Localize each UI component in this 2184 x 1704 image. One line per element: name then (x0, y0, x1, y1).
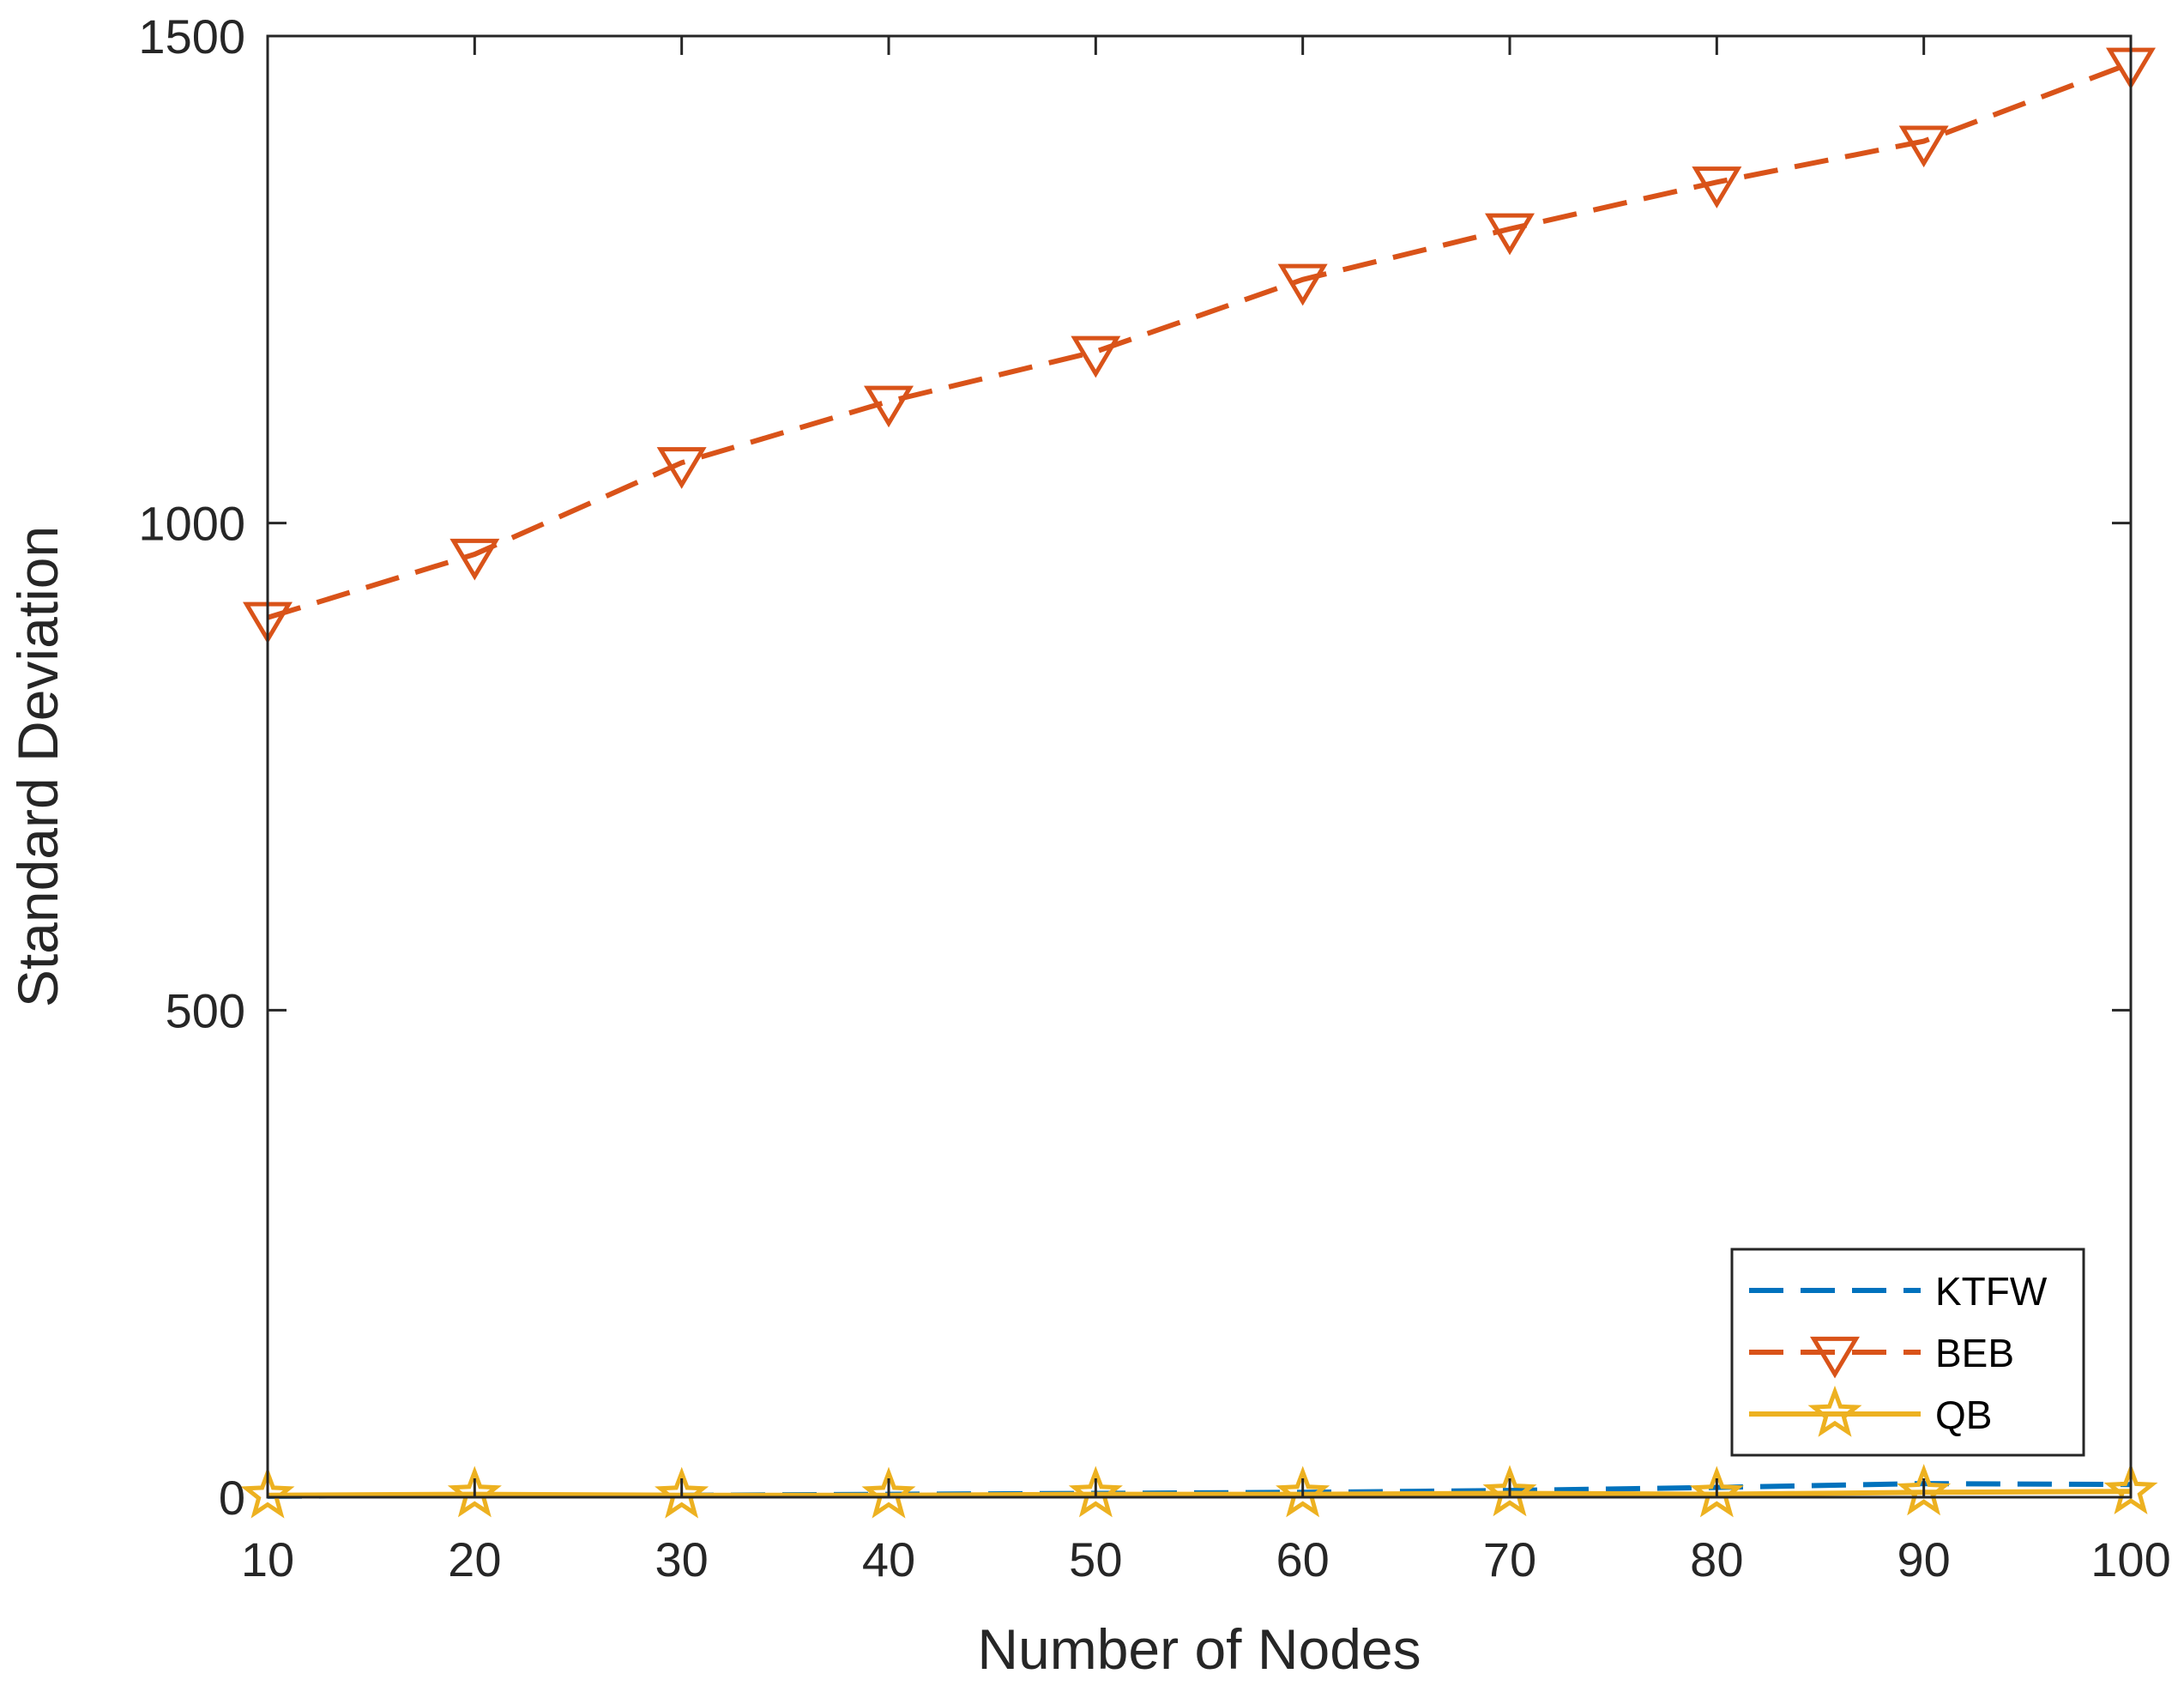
data-point-qb (240, 1466, 295, 1519)
data-point-beb (1485, 213, 1535, 256)
series-beb (243, 47, 2156, 644)
legend-marker-qb (1807, 1385, 1862, 1437)
y-tick-label: 1000 (138, 497, 245, 551)
legend-label-qb: QB (1935, 1393, 1992, 1437)
data-point-qb (861, 1466, 916, 1519)
series-qb (240, 1463, 2158, 1519)
legend-entry-ktfw: KTFW (1749, 1269, 2048, 1314)
x-tick-label: 20 (448, 1532, 501, 1586)
x-tick-label: 90 (1897, 1532, 1951, 1586)
legend-label-beb: BEB (1935, 1331, 2014, 1375)
data-point-qb (1897, 1464, 1952, 1516)
legend: KTFW BEB QB (1730, 1248, 2085, 1457)
x-tick-label: 80 (1690, 1532, 1743, 1586)
legend-label-ktfw: KTFW (1935, 1269, 2048, 1314)
data-point-qb (655, 1466, 709, 1519)
data-point-beb (1277, 263, 1328, 306)
data-point-beb (449, 538, 500, 581)
data-point-beb (1692, 166, 1742, 208)
y-tick-label: 0 (219, 1471, 245, 1525)
legend-entry-beb: BEB (1749, 1331, 2014, 1379)
data-point-qb (1068, 1465, 1123, 1518)
x-tick-label: 70 (1483, 1532, 1536, 1586)
x-tick-label: 50 (1069, 1532, 1122, 1586)
x-tick-label: 10 (241, 1532, 294, 1586)
x-tick-label: 60 (1276, 1532, 1330, 1586)
data-point-qb (1689, 1465, 1744, 1518)
x-tick-label: 30 (655, 1532, 709, 1586)
y-tick-label: 500 (166, 983, 245, 1037)
data-point-qb (447, 1465, 502, 1518)
series-line-beb (267, 60, 2133, 620)
y-axis-label: Standard Deviation (6, 526, 69, 1007)
data-point-qb (2103, 1463, 2158, 1514)
data-point-beb (1898, 125, 1949, 168)
y-tick-label: 1500 (138, 9, 245, 63)
x-tick-label: 100 (2090, 1532, 2170, 1586)
data-point-beb (656, 447, 707, 489)
legend-entry-qb: QB (1749, 1385, 1992, 1437)
axes-box (266, 34, 2133, 1499)
data-point-qb (1482, 1465, 1537, 1517)
data-point-qb (1276, 1465, 1330, 1518)
legend-marker-beb (1810, 1336, 1860, 1379)
data-point-beb (1071, 335, 1121, 378)
data-point-beb (864, 385, 914, 428)
x-axis-label: Number of Nodes (977, 1617, 1421, 1681)
x-tick-label: 40 (862, 1532, 915, 1586)
series-line-qb (267, 1489, 2132, 1498)
